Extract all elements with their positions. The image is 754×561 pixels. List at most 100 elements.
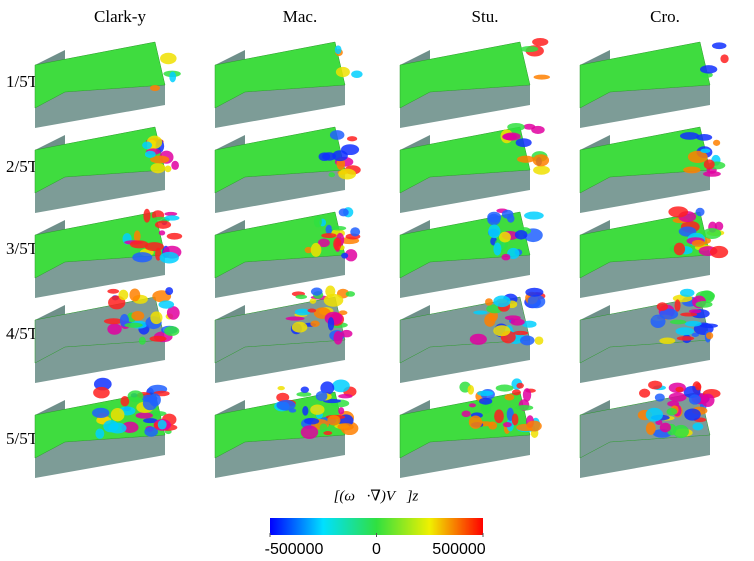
vortex-blob [138, 336, 146, 345]
vortex-blob [296, 391, 312, 397]
vortex-blob [144, 426, 159, 437]
colorbar [270, 518, 483, 535]
blade [214, 41, 363, 128]
vortex-blob [639, 388, 651, 398]
vortex-blob [118, 289, 129, 301]
blade-top [579, 41, 711, 109]
vortex-blob [650, 314, 666, 329]
vortex-blob [338, 394, 353, 399]
vortex-blob [107, 323, 122, 335]
colorbar-tick-label: 500000 [432, 541, 485, 558]
vortex-blob [534, 336, 544, 345]
vortex-blob [691, 332, 700, 337]
blade-bottom [215, 255, 345, 298]
vortex-blob [332, 379, 350, 393]
vortex-blob [668, 392, 687, 402]
blade-bottom [400, 340, 530, 383]
vortex-blob [144, 242, 164, 251]
vortex-blob [461, 410, 471, 418]
vortex-blob [158, 230, 166, 236]
blade [399, 208, 544, 298]
blade-bottom [400, 435, 530, 478]
blade-bottom [35, 340, 165, 383]
blade-top [399, 126, 531, 194]
vortex-blob [304, 246, 313, 254]
vortex-blob [675, 386, 684, 393]
row-label: 5/5T [6, 429, 39, 448]
vortex-blob [169, 71, 177, 83]
vortex-blob [702, 228, 722, 239]
vortex-blob [129, 288, 141, 302]
vortex-blob [345, 291, 356, 297]
vortex-blob [511, 389, 521, 396]
vortex-blob [532, 154, 550, 167]
vortex-blob [304, 417, 320, 425]
blade-top [214, 126, 346, 194]
vortex-blob [107, 288, 120, 294]
vortex-blob [132, 252, 153, 263]
vortex-blob [488, 224, 501, 239]
vortex-blob [93, 377, 112, 391]
vortex-blob [515, 138, 532, 148]
vortex-blob [302, 406, 309, 416]
row-label: 3/5T [6, 239, 39, 258]
colorbar-tick-label: 0 [372, 541, 381, 558]
vortex-blob [656, 302, 668, 311]
vortex-blob [124, 322, 143, 328]
vortex-blob [346, 136, 358, 142]
vortex-blob [473, 310, 488, 315]
vortex-blob [149, 84, 161, 92]
vortex-blob [327, 317, 335, 331]
vortex-blob [154, 220, 172, 229]
vortex-blob [507, 214, 515, 223]
vortex-blob [533, 165, 550, 175]
vortex-blob [703, 159, 715, 170]
vortex-blob [313, 215, 322, 228]
blade-bottom [580, 435, 710, 478]
vortex-blob [507, 247, 520, 260]
vortex-blob [467, 384, 475, 395]
blade [399, 378, 542, 478]
vortex-blob [351, 70, 363, 78]
blade-bottom [35, 255, 165, 298]
vortex-blob [487, 213, 501, 226]
vortex-blob [310, 404, 325, 415]
vortex-blob [335, 66, 350, 78]
vortex-blob [514, 229, 528, 240]
vortex-blob [341, 252, 349, 259]
row-label: 1/5T [6, 72, 39, 91]
vortex-blob [92, 407, 110, 419]
vortex-blob [294, 308, 311, 316]
vortex-blob [164, 215, 180, 221]
vortex-blob [507, 122, 525, 132]
blade [34, 126, 179, 213]
blade-bottom [215, 170, 345, 213]
vortex-blob [503, 132, 521, 141]
vortex-blob [688, 394, 701, 405]
vortex-blob [499, 231, 511, 243]
vortex-blob [674, 299, 681, 312]
vortex-blob [673, 424, 689, 439]
vortex-blob [158, 300, 175, 309]
vortex-blob [160, 52, 177, 65]
vortex-blob [127, 390, 144, 403]
vortex-blob [276, 399, 296, 411]
blade-bottom [580, 170, 710, 213]
vortex-blob [699, 65, 718, 74]
vortex-blob [666, 407, 678, 416]
vortex-blob [321, 233, 337, 239]
vortex-blob [479, 397, 493, 405]
vortex-blob [323, 430, 333, 436]
vortex-blob [495, 384, 514, 392]
vortex-blob [307, 308, 317, 313]
vortex-blob [676, 336, 695, 341]
vortex-blob [317, 238, 330, 248]
vortex-blob [276, 392, 290, 403]
vortex-blob [684, 320, 702, 327]
vortex-blob [93, 386, 110, 399]
vortex-blob [103, 420, 119, 433]
vortex-blob [696, 133, 713, 141]
vortex-blob [683, 166, 701, 174]
blade [399, 122, 550, 213]
